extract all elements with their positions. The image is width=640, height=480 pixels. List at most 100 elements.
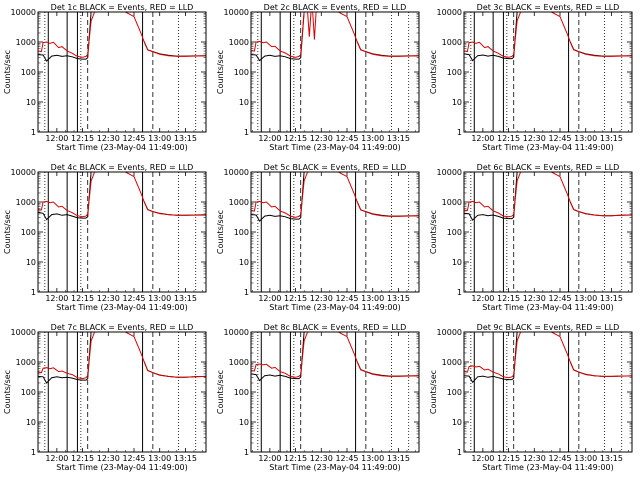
y-tick-label: 10000 bbox=[437, 168, 462, 177]
x-tick-label: 13:15 bbox=[600, 454, 623, 463]
y-tick-label: 10 bbox=[239, 418, 249, 427]
x-axis-label: Start Time (23-May-04 11:49:00) bbox=[56, 303, 187, 312]
x-tick-label: 13:15 bbox=[600, 134, 623, 143]
x-tick-label: 12:45 bbox=[335, 454, 358, 463]
series-events bbox=[464, 12, 632, 62]
panel-3: Det 3c BLACK = Events, RED = LLD Counts/s… bbox=[429, 3, 633, 152]
x-tick-label: 13:15 bbox=[387, 454, 410, 463]
plot-frame bbox=[37, 171, 207, 293]
series-events bbox=[38, 12, 206, 62]
y-axis-label: Counts/sec bbox=[216, 50, 225, 94]
panel-title: Det 3c BLACK = Events, RED = LLD bbox=[477, 3, 620, 12]
y-tick-label: 1 bbox=[31, 288, 36, 297]
x-tick-label: 12:00 bbox=[471, 134, 494, 143]
y-tick-label: 100 bbox=[447, 388, 462, 397]
x-tick-label: 13:00 bbox=[148, 134, 171, 143]
y-axis-label: Counts/sec bbox=[429, 50, 438, 94]
x-tick-label: 12:30 bbox=[523, 134, 546, 143]
x-axis-label: Start Time (23-May-04 11:49:00) bbox=[269, 463, 400, 472]
x-tick-label: 13:00 bbox=[574, 134, 597, 143]
plot-frame bbox=[37, 11, 207, 133]
x-axis-label: Start Time (23-May-04 11:49:00) bbox=[482, 463, 613, 472]
plot-frame bbox=[250, 171, 420, 293]
y-tick-label: 10000 bbox=[224, 328, 249, 337]
y-tick-label: 1 bbox=[244, 128, 249, 137]
y-tick-label: 10000 bbox=[11, 328, 36, 337]
x-tick-label: 12:15 bbox=[497, 134, 520, 143]
x-tick-label: 12:30 bbox=[523, 454, 546, 463]
panel-title: Det 2c BLACK = Events, RED = LLD bbox=[264, 3, 407, 12]
panel-title: Det 5c BLACK = Events, RED = LLD bbox=[264, 163, 407, 172]
y-tick-label: 10 bbox=[452, 258, 462, 267]
x-tick-label: 12:45 bbox=[548, 134, 571, 143]
x-tick-label: 12:00 bbox=[45, 294, 68, 303]
y-tick-label: 10 bbox=[239, 98, 249, 107]
x-axis-label: Start Time (23-May-04 11:49:00) bbox=[269, 143, 400, 152]
y-tick-label: 100 bbox=[21, 68, 36, 77]
y-axis-label: Counts/sec bbox=[3, 370, 12, 414]
series-lld bbox=[464, 12, 632, 58]
x-tick-label: 12:15 bbox=[71, 454, 94, 463]
x-tick-label: 13:00 bbox=[574, 294, 597, 303]
y-tick-label: 100 bbox=[234, 388, 249, 397]
y-tick-label: 10000 bbox=[11, 168, 36, 177]
x-tick-label: 13:15 bbox=[174, 294, 197, 303]
x-tick-label: 12:00 bbox=[471, 454, 494, 463]
series-events bbox=[38, 332, 206, 384]
x-tick-label: 12:15 bbox=[284, 294, 307, 303]
panel-1: Det 1c BLACK = Events, RED = LLD Counts/s… bbox=[3, 3, 207, 152]
y-tick-label: 1000 bbox=[16, 358, 36, 367]
x-tick-label: 13:00 bbox=[574, 454, 597, 463]
y-tick-label: 10 bbox=[26, 258, 36, 267]
y-axis-label: Counts/sec bbox=[216, 370, 225, 414]
x-tick-label: 13:00 bbox=[361, 454, 384, 463]
x-tick-label: 13:15 bbox=[174, 134, 197, 143]
y-tick-label: 10000 bbox=[224, 168, 249, 177]
x-tick-label: 12:00 bbox=[471, 294, 494, 303]
x-axis-label: Start Time (23-May-04 11:49:00) bbox=[56, 463, 187, 472]
plot-frame bbox=[463, 11, 633, 133]
y-tick-label: 1000 bbox=[442, 38, 462, 47]
x-tick-label: 12:45 bbox=[548, 294, 571, 303]
y-tick-label: 100 bbox=[447, 228, 462, 237]
x-tick-label: 13:15 bbox=[387, 134, 410, 143]
x-tick-label: 12:00 bbox=[258, 294, 281, 303]
x-tick-label: 12:30 bbox=[97, 454, 120, 463]
x-tick-label: 12:30 bbox=[310, 454, 333, 463]
x-tick-label: 12:15 bbox=[497, 454, 520, 463]
panel-5: Det 5c BLACK = Events, RED = LLD Counts/s… bbox=[216, 163, 420, 312]
x-tick-label: 12:30 bbox=[97, 134, 120, 143]
x-tick-label: 12:30 bbox=[523, 294, 546, 303]
series-lld bbox=[464, 172, 632, 218]
x-axis-label: Start Time (23-May-04 11:49:00) bbox=[269, 303, 400, 312]
x-tick-label: 12:45 bbox=[122, 134, 145, 143]
x-tick-label: 12:45 bbox=[548, 454, 571, 463]
x-tick-label: 13:00 bbox=[361, 294, 384, 303]
plot-frame bbox=[37, 331, 207, 453]
x-tick-label: 12:45 bbox=[122, 294, 145, 303]
x-axis-label: Start Time (23-May-04 11:49:00) bbox=[482, 303, 613, 312]
series-events bbox=[464, 172, 632, 221]
y-tick-label: 10000 bbox=[437, 328, 462, 337]
y-tick-label: 10 bbox=[452, 418, 462, 427]
x-tick-label: 12:45 bbox=[335, 294, 358, 303]
panel-4: Det 4c BLACK = Events, RED = LLD Counts/s… bbox=[3, 163, 207, 312]
panel-title: Det 8c BLACK = Events, RED = LLD bbox=[264, 323, 407, 332]
plot-frame bbox=[463, 331, 633, 453]
y-tick-label: 1 bbox=[457, 128, 462, 137]
y-tick-label: 10 bbox=[452, 98, 462, 107]
series-lld bbox=[464, 332, 632, 379]
series-lld bbox=[251, 332, 419, 378]
panel-2: Det 2c BLACK = Events, RED = LLD Counts/s… bbox=[216, 3, 420, 152]
x-tick-label: 12:30 bbox=[310, 134, 333, 143]
x-tick-label: 13:00 bbox=[148, 454, 171, 463]
series-lld bbox=[251, 172, 419, 218]
x-tick-label: 12:00 bbox=[258, 134, 281, 143]
series-events bbox=[251, 172, 419, 222]
y-tick-label: 1000 bbox=[229, 198, 249, 207]
x-tick-label: 12:45 bbox=[335, 134, 358, 143]
x-tick-label: 12:30 bbox=[310, 294, 333, 303]
y-tick-label: 1 bbox=[457, 288, 462, 297]
